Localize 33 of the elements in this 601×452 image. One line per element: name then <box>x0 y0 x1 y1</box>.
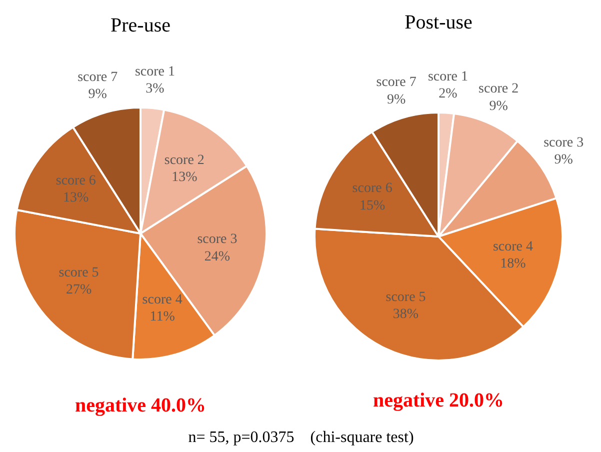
data-label: 13% <box>172 170 198 186</box>
slice-label: score 4 <box>142 292 182 308</box>
chart-title: Post-use <box>404 12 473 34</box>
slice-label: score 6 <box>352 181 392 196</box>
text: negative 20.0% <box>372 390 504 412</box>
slice-label: score 4 <box>492 239 533 254</box>
slice-label: score 1 <box>428 69 468 84</box>
slice-label: score 6 <box>56 173 96 188</box>
data-label: 2% <box>438 86 458 102</box>
text: negative 40.0% <box>74 394 206 416</box>
chart-title: Pre-use <box>110 14 171 36</box>
data-label: 9% <box>386 92 406 108</box>
data-label: 18% <box>500 256 526 272</box>
slice-label: score 1 <box>134 64 175 80</box>
slice-label: score 3 <box>544 135 584 150</box>
slice-label: score 5 <box>58 265 99 280</box>
text: n= 55, p=0.0375 (chi-square test) <box>188 429 414 446</box>
slice-label: score 3 <box>197 232 238 248</box>
slice-label: score 2 <box>478 82 519 97</box>
data-label: 13% <box>63 190 90 206</box>
slice-label: score 7 <box>376 75 416 90</box>
data-label: 3% <box>146 82 165 97</box>
slice-label: score 5 <box>386 290 426 305</box>
data-label: 38% <box>392 307 419 322</box>
data-label: 9% <box>554 152 574 168</box>
data-label: 11% <box>150 310 176 325</box>
data-label: 24% <box>204 249 230 264</box>
data-label: 9% <box>489 98 508 114</box>
slice-label: score 2 <box>164 152 204 168</box>
slice-label: score 7 <box>78 70 118 85</box>
data-label: 9% <box>88 87 108 102</box>
data-label: 15% <box>359 198 386 214</box>
data-label: 27% <box>66 282 92 298</box>
